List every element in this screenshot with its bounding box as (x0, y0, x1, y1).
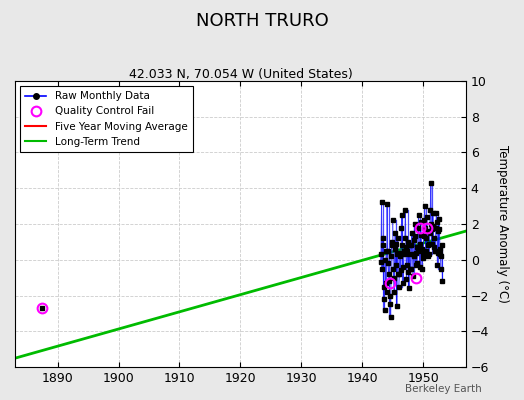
Y-axis label: Temperature Anomaly (°C): Temperature Anomaly (°C) (496, 145, 509, 303)
Text: NORTH TRURO: NORTH TRURO (195, 12, 329, 30)
Legend: Raw Monthly Data, Quality Control Fail, Five Year Moving Average, Long-Term Tren: Raw Monthly Data, Quality Control Fail, … (20, 86, 192, 152)
Text: Berkeley Earth: Berkeley Earth (406, 384, 482, 394)
Title: 42.033 N, 70.054 W (United States): 42.033 N, 70.054 W (United States) (128, 68, 352, 81)
